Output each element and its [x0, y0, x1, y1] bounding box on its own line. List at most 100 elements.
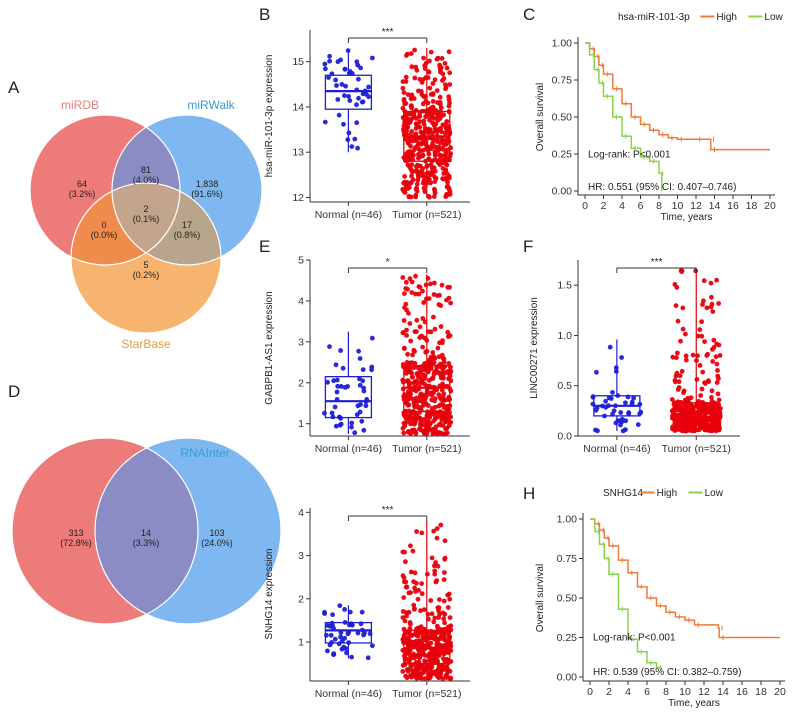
data-point: [401, 595, 407, 600]
data-point: [401, 188, 407, 194]
data-point: [414, 67, 420, 73]
data-point: [710, 347, 715, 352]
venn-count-lncbase_only: 313: [68, 528, 83, 538]
data-point: [421, 607, 427, 612]
data-point: [703, 417, 708, 423]
legend: hsa-miR-101-3p High Low: [618, 12, 784, 23]
data-point: [610, 390, 615, 395]
data-point: [682, 407, 688, 413]
data-point: [710, 359, 716, 364]
data-point: [714, 277, 719, 283]
data-point: [417, 393, 423, 399]
venn-outline: [94, 437, 282, 625]
data-point: [416, 648, 422, 653]
data-point: [438, 522, 444, 528]
data-point: [438, 105, 444, 111]
data-point: [440, 176, 446, 182]
data-point: [327, 53, 332, 59]
data-point: [338, 348, 343, 353]
venn-pct-overlap: (3.3%): [133, 538, 160, 548]
data-point: [404, 360, 410, 365]
data-point: [673, 373, 679, 379]
data-point: [701, 298, 706, 304]
data-point: [339, 82, 345, 87]
box-iqr: [324, 621, 373, 644]
data-point: [439, 56, 445, 61]
data-point: [401, 90, 407, 95]
data-point: [404, 53, 409, 58]
data-point: [447, 82, 453, 87]
data-point: [410, 177, 416, 183]
data-point: [358, 402, 363, 407]
x-tick-label: 16: [736, 686, 748, 698]
data-point: [416, 169, 421, 175]
y-tick-label: 5: [298, 255, 304, 267]
data-point: [402, 305, 407, 310]
data-point: [431, 528, 437, 534]
x-tick-label: 2: [606, 686, 612, 698]
x-tick-label: Tumor (n=521): [662, 443, 731, 455]
data-point: [427, 652, 433, 658]
data-point: [335, 383, 341, 389]
y-tick-label: 0.0: [557, 431, 572, 443]
box-iqr: [324, 376, 373, 419]
y-tick-label: 4: [298, 507, 304, 519]
venn-outline: [70, 182, 222, 334]
data-point: [418, 376, 424, 382]
data-point: [448, 151, 453, 157]
data-point: [714, 361, 720, 367]
data-point: [433, 414, 438, 420]
data-point: [405, 124, 411, 130]
data-point: [422, 361, 427, 367]
data-point: [438, 430, 443, 436]
data-point: [415, 669, 421, 674]
data-point: [439, 340, 445, 346]
data-point: [669, 397, 675, 402]
data-point: [428, 162, 434, 168]
y-tick-label: 0.5: [557, 380, 572, 392]
data-point: [618, 422, 623, 428]
data-point: [401, 430, 407, 436]
data-point: [360, 91, 366, 97]
x-tick-label: 20: [764, 200, 776, 212]
data-point: [437, 100, 443, 105]
data-point: [673, 303, 679, 308]
data-point: [414, 529, 419, 534]
data-point: [690, 408, 696, 413]
data-point: [447, 284, 452, 290]
data-point: [679, 269, 685, 275]
data-point: [441, 649, 446, 655]
data-point: [442, 570, 447, 575]
data-point: [409, 129, 414, 134]
data-point: [425, 113, 431, 119]
data-point: [409, 674, 414, 680]
data-point: [446, 591, 452, 597]
data-point: [361, 385, 367, 391]
data-point: [441, 634, 447, 640]
data-point: [618, 410, 624, 415]
data-point: [356, 76, 361, 82]
data-point: [447, 596, 453, 602]
data-point: [418, 148, 423, 154]
km-curve-low: [590, 518, 662, 669]
data-point: [417, 284, 423, 290]
data-point: [414, 317, 420, 323]
boxplot-f: 0.0 0.5 1.0 1.5 LINC00271 expression Normal (…: [529, 257, 740, 455]
logrank-annotation: Log-rank: P<0.001: [593, 632, 676, 643]
data-point: [432, 326, 438, 332]
data-point: [324, 632, 329, 638]
data-point: [352, 430, 358, 436]
data-point: [402, 119, 407, 125]
data-point: [448, 388, 454, 394]
data-point: [400, 425, 406, 431]
data-point: [408, 166, 414, 172]
data-point: [332, 636, 338, 642]
data-point: [344, 650, 349, 656]
data-point: [683, 357, 689, 363]
data-point: [411, 579, 416, 585]
venn-outline: [111, 114, 263, 266]
data-point: [680, 305, 686, 311]
data-point: [445, 179, 450, 185]
data-point: [349, 424, 354, 430]
